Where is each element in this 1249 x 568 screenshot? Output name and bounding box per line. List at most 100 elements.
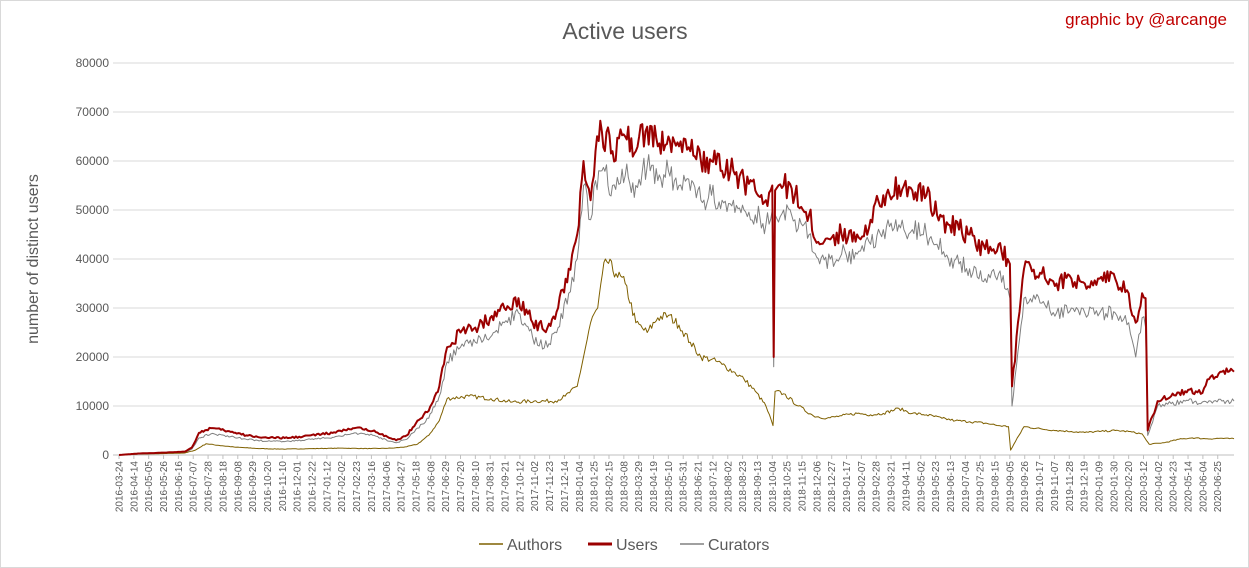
x-tick-label: 2018-12-06 (812, 461, 823, 513)
x-tick-label: 2018-08-02 (723, 461, 734, 513)
y-tick-label: 50000 (76, 203, 110, 217)
x-tick-label: 2016-05-05 (144, 461, 155, 513)
legend-label-authors: Authors (507, 537, 562, 554)
series-lines (118, 119, 1235, 456)
x-tick-label: 2017-11-02 (530, 461, 541, 512)
x-tick-label: 2018-06-21 (694, 461, 705, 513)
x-tick-label: 2016-12-22 (308, 461, 319, 513)
x-tick-label: 2019-02-28 (872, 461, 883, 513)
x-tick-label: 2019-11-28 (1065, 461, 1076, 512)
x-tick-label: 2018-02-15 (604, 461, 615, 513)
x-tick-label: 2019-02-07 (857, 461, 868, 513)
x-tick-label: 2018-01-04 (575, 461, 586, 513)
x-tick-label: 2018-03-29 (634, 461, 645, 513)
x-tick-label: 2020-02-20 (1124, 461, 1135, 513)
y-tick-label: 0 (102, 448, 109, 462)
x-tick-label: 2016-06-16 (174, 461, 185, 513)
y-tick-label: 10000 (76, 399, 110, 413)
x-tick-label: 2019-07-04 (961, 461, 972, 513)
y-tick-label: 60000 (76, 154, 110, 168)
x-tick-label: 2017-06-29 (441, 461, 452, 513)
x-tick-label: 2019-10-17 (1035, 461, 1046, 513)
x-tick-label: 2018-10-25 (783, 461, 794, 513)
x-tick-label: 2019-11-07 (1050, 461, 1061, 512)
x-tick-label: 2016-09-08 (233, 461, 244, 513)
y-tick-label: 20000 (76, 350, 110, 364)
x-tick-label: 2018-09-13 (753, 461, 764, 513)
x-tick-label: 2018-05-31 (679, 461, 690, 513)
x-tick-label: 2017-04-27 (397, 461, 408, 513)
series-line-users (118, 119, 1235, 456)
x-tick-label: 2016-05-26 (159, 461, 170, 513)
x-tick-label: 2017-10-12 (515, 461, 526, 513)
y-tick-label: 70000 (76, 105, 110, 119)
x-tick-label: 2019-05-23 (931, 461, 942, 513)
y-axis-label: number of distinct users (25, 174, 42, 344)
series-line-authors (118, 258, 1235, 456)
x-tick-label: 2017-06-08 (426, 461, 437, 513)
x-tick-label: 2017-04-06 (382, 461, 393, 513)
x-tick-label: 2018-07-12 (708, 461, 719, 513)
x-tick-label: 2017-09-21 (501, 461, 512, 513)
x-tick-label: 2018-05-10 (664, 461, 675, 513)
chart-title: Active users (562, 18, 687, 44)
x-tick-label: 2019-09-26 (1020, 461, 1031, 513)
x-tick-label: 2020-04-23 (1169, 461, 1180, 513)
x-tick-label: 2018-08-23 (738, 461, 749, 513)
x-tick-label: 2016-09-29 (248, 461, 259, 513)
x-tick-label: 2019-12-19 (1080, 461, 1091, 513)
x-tick-label: 2018-03-08 (619, 461, 630, 513)
x-tick-label: 2020-01-09 (1094, 461, 1105, 513)
x-tick-label: 2017-08-10 (471, 461, 482, 513)
x-tick-label: 2017-05-18 (411, 461, 422, 513)
x-tick-label: 2017-07-20 (456, 461, 467, 513)
x-tick-label: 2017-02-23 (352, 461, 363, 513)
x-tick-label: 2019-03-21 (887, 461, 898, 513)
x-tick-label: 2016-07-28 (204, 461, 215, 513)
x-tick-label: 2020-03-12 (1139, 461, 1150, 513)
legend-label-curators: Curators (708, 537, 769, 554)
x-tick-label: 2018-01-25 (590, 461, 601, 513)
x-tick-label: 2016-07-07 (189, 461, 200, 513)
x-tick-label: 2016-10-20 (263, 461, 274, 513)
x-tick-label: 2019-05-02 (916, 461, 927, 513)
y-axis-ticks: 0 10000 20000 30000 40000 50000 60000 70000 8000… (76, 56, 110, 462)
gridlines (113, 62, 1234, 456)
x-tick-label: 2016-04-14 (129, 461, 140, 513)
x-tick-label: 2018-12-27 (827, 461, 838, 513)
x-tick-label: 2017-02-02 (337, 461, 348, 513)
x-tick-label: 2019-01-17 (842, 461, 853, 513)
x-tick-label: 2020-06-04 (1198, 461, 1209, 513)
x-tick-label: 2019-04-11 (901, 461, 912, 512)
y-tick-label: 80000 (76, 56, 110, 70)
x-tick-label: 2016-03-24 (115, 461, 126, 513)
x-tick-label: 2020-05-14 (1184, 461, 1195, 513)
x-tick-label: 2018-11-15 (797, 461, 808, 512)
x-tick-label: 2018-04-19 (649, 461, 660, 513)
y-tick-label: 30000 (76, 301, 110, 315)
x-tick-label: 2016-12-01 (293, 461, 304, 513)
x-tick-label: 2017-03-16 (367, 461, 378, 513)
x-tick-label: 2019-06-13 (946, 461, 957, 513)
x-tick-label: 2020-06-25 (1213, 461, 1224, 513)
x-tick-label: 2019-08-15 (991, 461, 1002, 513)
x-tick-label: 2017-12-14 (560, 461, 571, 513)
x-tick-label: 2018-10-04 (768, 461, 779, 513)
y-tick-label: 40000 (76, 252, 110, 266)
x-tick-label: 2020-04-02 (1154, 461, 1165, 513)
x-tick-label: 2016-11-10 (278, 461, 289, 512)
x-tick-label: 2019-07-25 (976, 461, 987, 513)
x-tick-label: 2020-01-30 (1109, 461, 1120, 513)
x-tick-label: 2016-08-18 (218, 461, 229, 513)
series-line-curators (118, 154, 1235, 456)
legend: Authors Users Curators (479, 537, 769, 554)
chart-credit: graphic by @arcange (1065, 10, 1227, 29)
legend-label-users: Users (616, 537, 658, 554)
x-tick-label: 2017-11-23 (545, 461, 556, 512)
x-tick-label: 2017-01-12 (322, 461, 333, 513)
x-axis-ticks: 2016-03-24 2016-04-14 2016-05-05 2016-05-26… (115, 455, 1224, 513)
x-tick-label: 2019-09-05 (1005, 461, 1016, 513)
x-tick-label: 2017-08-31 (486, 461, 497, 513)
